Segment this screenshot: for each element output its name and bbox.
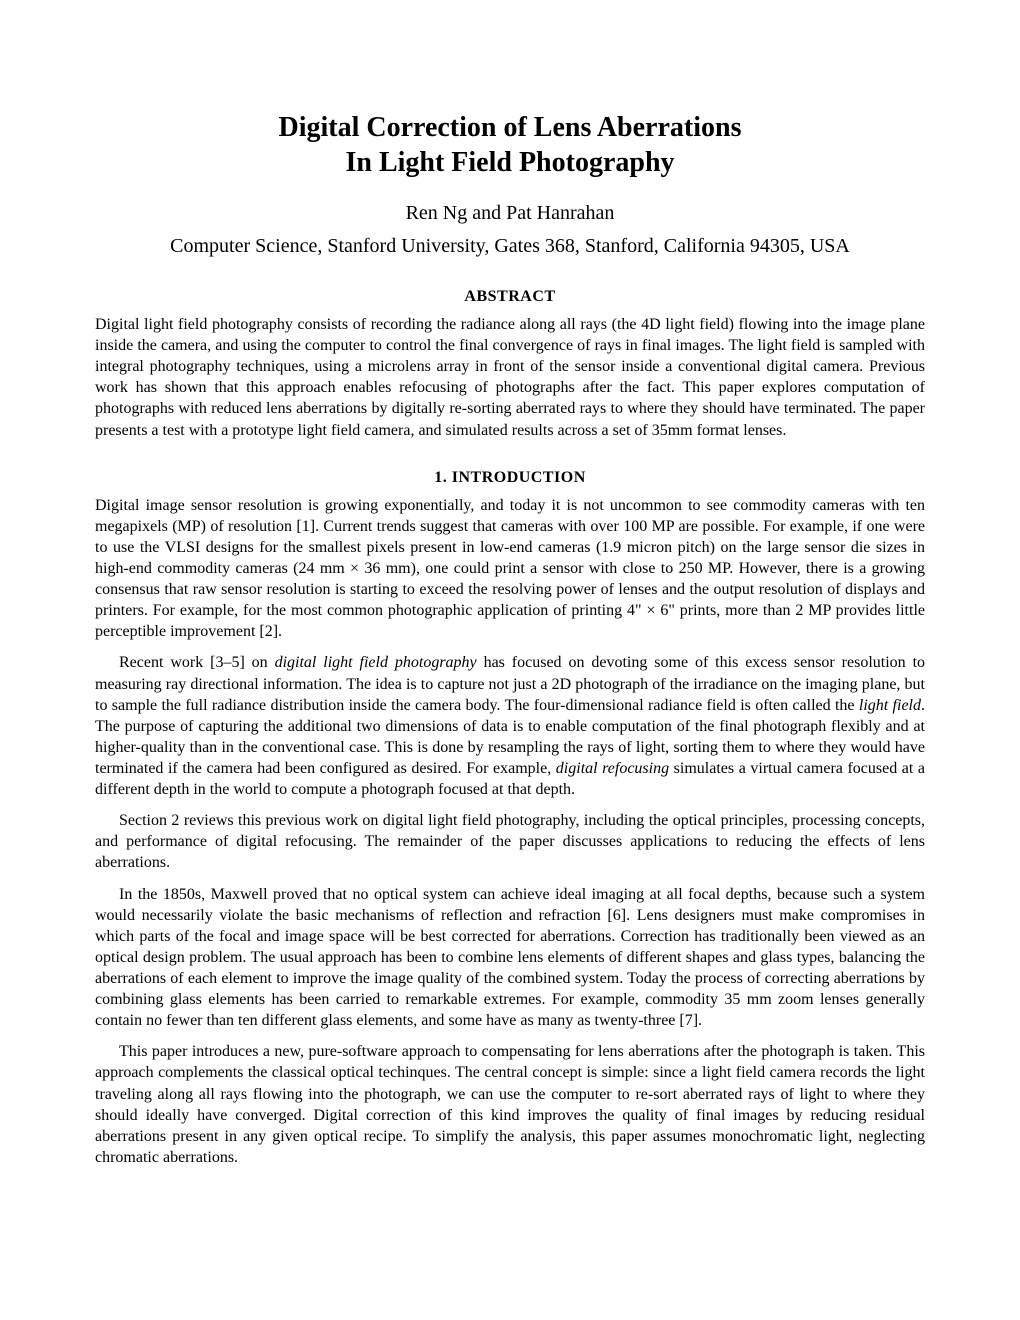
intro-paragraph-2: Recent work [3–5] on digital light field… bbox=[95, 652, 925, 800]
intro-paragraph-3: Section 2 reviews this previous work on … bbox=[95, 810, 925, 873]
abstract-body: Digital light field photography consists… bbox=[95, 314, 925, 441]
paper-title: Digital Correction of Lens Aberrations I… bbox=[95, 110, 925, 180]
intro-paragraph-1: Digital image sensor resolution is growi… bbox=[95, 495, 925, 643]
authors: Ren Ng and Pat Hanrahan bbox=[95, 202, 925, 225]
title-line-2: In Light Field Photography bbox=[345, 147, 674, 178]
affiliation: Computer Science, Stanford University, G… bbox=[95, 235, 925, 258]
section-1-heading: 1. INTRODUCTION bbox=[95, 469, 925, 487]
intro-paragraph-4: In the 1850s, Maxwell proved that no opt… bbox=[95, 884, 925, 1032]
p2-emph-3: digital refocusing bbox=[556, 760, 669, 777]
intro-paragraph-5: This paper introduces a new, pure-softwa… bbox=[95, 1041, 925, 1168]
p2-emph-2: light field bbox=[859, 697, 921, 714]
p2-text-a: Recent work [3–5] on bbox=[119, 654, 275, 671]
p2-emph-1: digital light field photography bbox=[275, 654, 477, 671]
page: Digital Correction of Lens Aberrations I… bbox=[0, 0, 1020, 1238]
title-line-1: Digital Correction of Lens Aberrations bbox=[279, 112, 742, 143]
abstract-heading: ABSTRACT bbox=[95, 288, 925, 306]
